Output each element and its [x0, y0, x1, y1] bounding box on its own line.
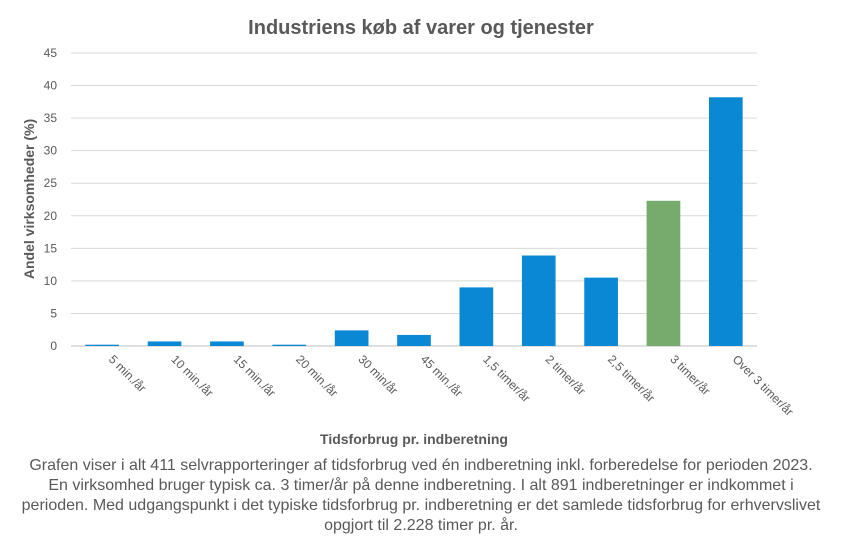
chart-title: Industriens køb af varer og tjenester — [248, 17, 594, 39]
x-tick-label: 3 timer/år — [667, 352, 713, 398]
x-tick-label: 20 min./år — [293, 352, 341, 400]
chart-caption: Grafen viser i alt 411 selvrapporteringe… — [21, 457, 821, 534]
y-tick-label: 5 — [50, 306, 57, 320]
x-tick-labels: 5 min./år 10 min./år 15 min./år 20 min./år 3… — [106, 352, 796, 418]
bar — [85, 344, 120, 346]
y-tick-label: 25 — [44, 176, 58, 190]
y-tick-label: 35 — [44, 111, 58, 125]
y-tick-label: 10 — [44, 274, 58, 288]
bar — [646, 200, 681, 346]
y-tick-label: 30 — [44, 144, 58, 158]
bar — [147, 341, 182, 346]
y-tick-label: 40 — [44, 79, 58, 93]
bar — [210, 341, 244, 346]
y-tick-label: 15 — [44, 241, 58, 255]
x-tick-label: 1,5 timer/år — [480, 352, 533, 405]
bar — [272, 344, 307, 346]
x-tick-label: Over 3 timer/år — [730, 352, 796, 418]
x-tick-label: 30 min/år — [356, 352, 401, 397]
x-tick-label: 15 min./år — [231, 352, 279, 400]
gridlines — [71, 52, 757, 347]
x-tick-label: 10 min./år — [168, 352, 216, 400]
bar — [708, 97, 743, 346]
y-axis-title: Andel virksomheder (%) — [21, 119, 37, 279]
bar — [397, 334, 431, 346]
bar-chart: Industriens køb af varer og tjenester 0 5… — [21, 17, 796, 447]
y-tick-labels: 0 5 10 15 20 25 30 35 40 45 — [44, 46, 58, 353]
bar — [459, 287, 494, 346]
bars — [85, 97, 743, 346]
x-tick-label: 45 min./år — [418, 352, 466, 400]
x-tick-label: 2,5 timer/år — [605, 352, 658, 405]
bar — [521, 255, 556, 346]
y-tick-label: 45 — [44, 46, 58, 60]
x-axis-title: Tidsforbrug pr. indberetning — [320, 431, 508, 447]
y-tick-label: 20 — [44, 209, 58, 223]
y-tick-label: 0 — [50, 339, 57, 353]
x-tick-label: 5 min./år — [106, 352, 149, 395]
x-tick-label: 2 timer/år — [543, 352, 589, 398]
bar — [334, 330, 369, 346]
bar — [584, 277, 618, 346]
